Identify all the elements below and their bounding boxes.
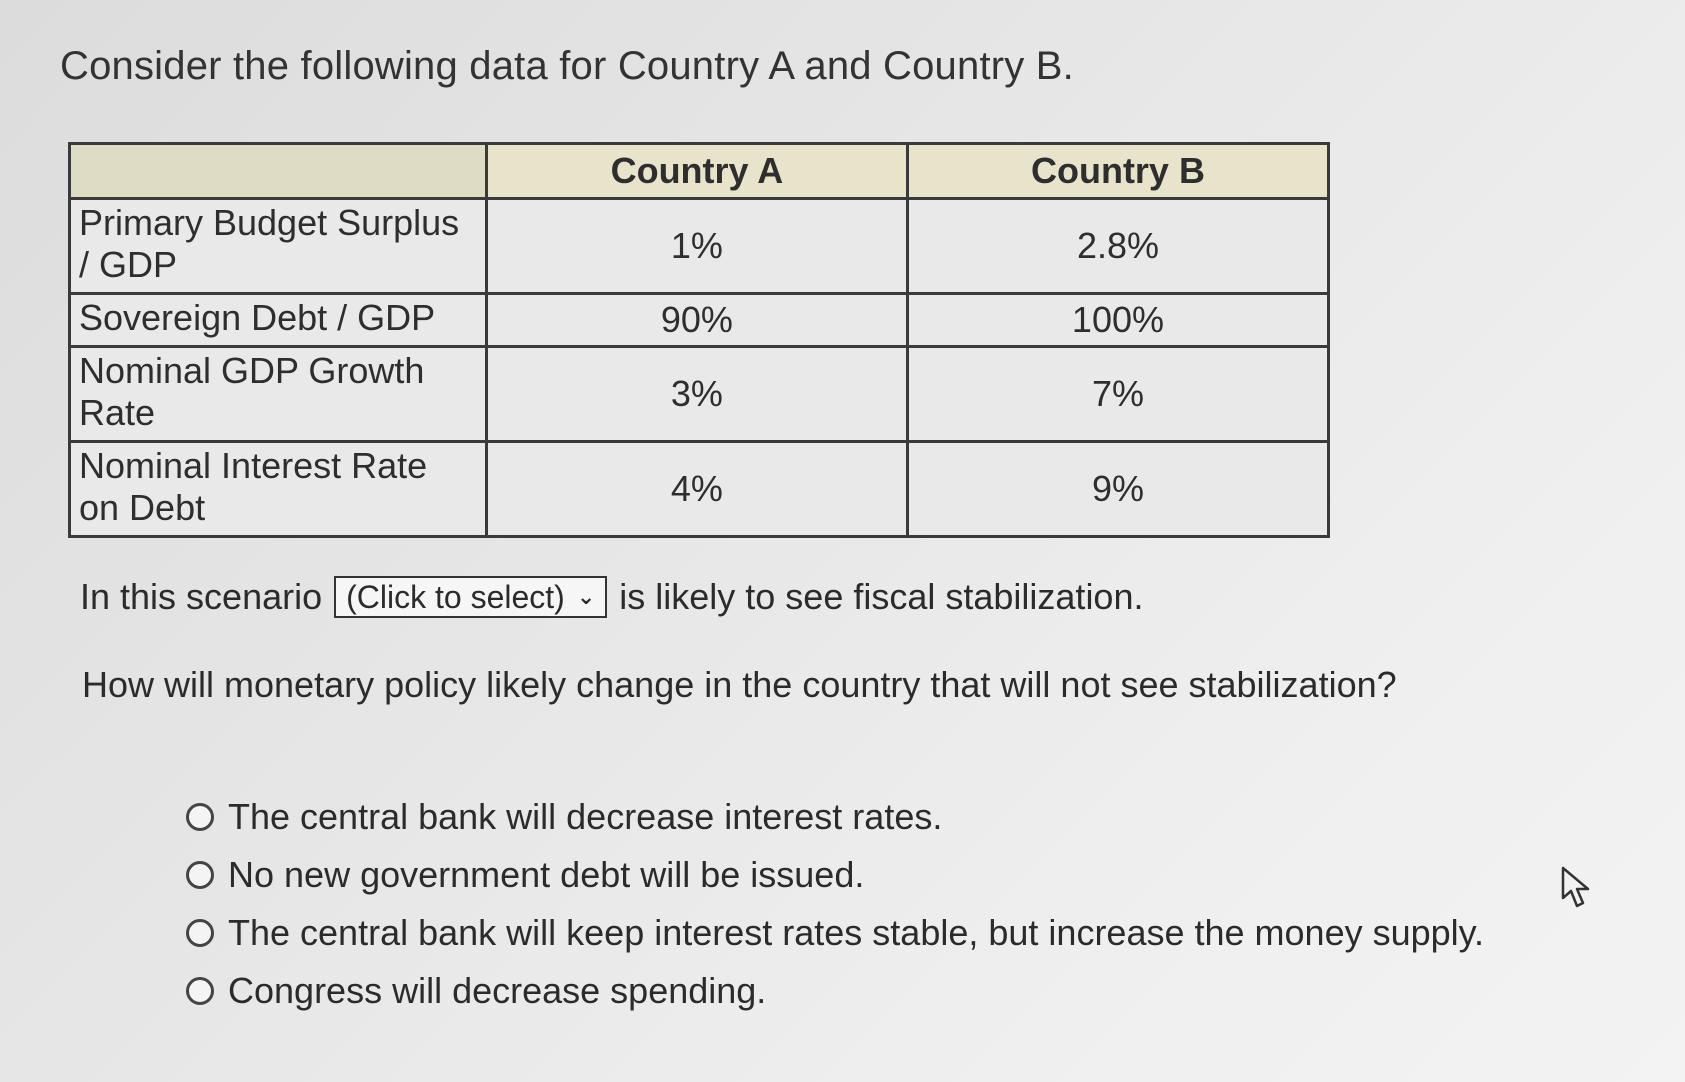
radio-button[interactable]	[186, 803, 214, 831]
answer-option[interactable]: The central bank will keep interest rate…	[186, 904, 1484, 962]
scenario-text-after: is likely to see fiscal stabilization.	[619, 576, 1144, 617]
radio-button[interactable]	[186, 977, 214, 1005]
question-intro: Consider the following data for Country …	[60, 44, 1074, 88]
answer-option[interactable]: Congress will decrease spending.	[186, 962, 1484, 1020]
select-value: (Click to select)	[346, 578, 565, 615]
value-country-a: 3%	[484, 345, 909, 443]
scenario-text-before: In this scenario	[80, 576, 323, 617]
radio-button[interactable]	[186, 861, 214, 889]
data-table: Country A Country B Primary Budget Surpl…	[68, 142, 1331, 538]
table-row: Nominal GDP Growth Rate 3% 7%	[68, 345, 1331, 443]
country-select-dropdown[interactable]: (Click to select) ⌄	[334, 576, 608, 618]
radio-button[interactable]	[186, 919, 214, 947]
table-row: Sovereign Debt / GDP 90% 100%	[68, 292, 1331, 348]
answer-option[interactable]: The central bank will decrease interest …	[186, 788, 1484, 846]
value-country-a: 1%	[484, 197, 909, 295]
header-country-a: Country A	[484, 142, 909, 200]
row-label: Nominal GDP Growth Rate	[68, 345, 488, 443]
value-country-b: 100%	[905, 292, 1331, 348]
chevron-down-icon: ⌄	[576, 584, 596, 609]
mouse-cursor-icon	[1561, 866, 1590, 908]
value-country-a: 90%	[484, 292, 909, 348]
value-country-b: 7%	[905, 345, 1331, 443]
header-country-b: Country B	[905, 142, 1331, 200]
answer-option[interactable]: No new government debt will be issued.	[186, 846, 1484, 904]
value-country-b: 2.8%	[905, 197, 1331, 295]
value-country-b: 9%	[905, 440, 1331, 538]
answer-option-label: No new government debt will be issued.	[228, 854, 865, 895]
question-text: How will monetary policy likely change i…	[82, 664, 1397, 705]
header-blank-cell	[68, 142, 488, 200]
answer-options: The central bank will decrease interest …	[186, 788, 1484, 1020]
row-label: Sovereign Debt / GDP	[68, 292, 488, 348]
scenario-sentence: In this scenario (Click to select) ⌄ is …	[80, 576, 1143, 618]
row-label: Nominal Interest Rate on Debt	[68, 440, 488, 538]
table-header-row: Country A Country B	[68, 142, 1331, 200]
answer-option-label: The central bank will decrease interest …	[228, 796, 943, 837]
answer-option-label: The central bank will keep interest rate…	[228, 912, 1484, 953]
row-label: Primary Budget Surplus / GDP	[68, 197, 488, 295]
value-country-a: 4%	[484, 440, 909, 538]
answer-option-label: Congress will decrease spending.	[228, 970, 767, 1011]
table-row: Nominal Interest Rate on Debt 4% 9%	[68, 440, 1331, 538]
table-row: Primary Budget Surplus / GDP 1% 2.8%	[68, 197, 1331, 295]
